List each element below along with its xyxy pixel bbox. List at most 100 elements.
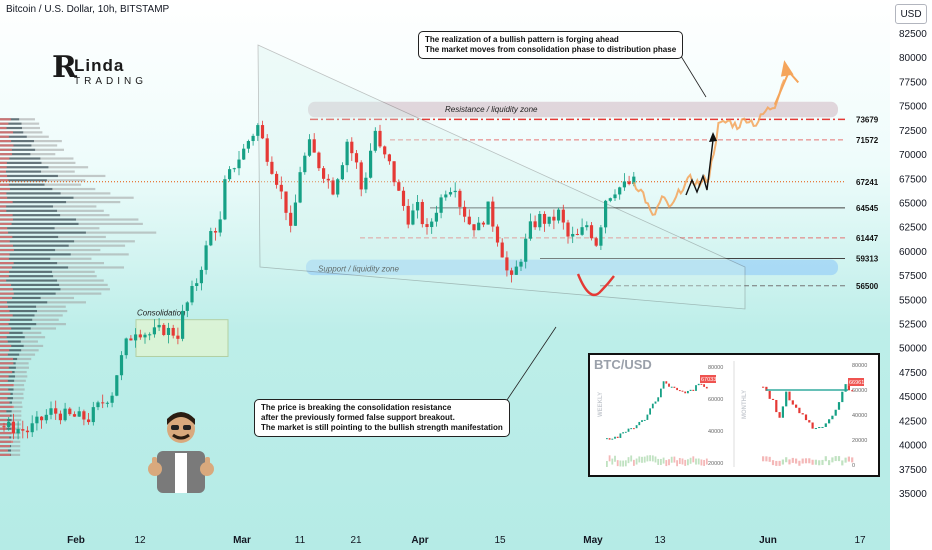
inset-weekly-volume — [670, 456, 673, 463]
inset-monthly-candle — [824, 423, 827, 427]
volume-profile-bar — [0, 209, 7, 212]
volume-profile-bar — [0, 262, 58, 265]
candle — [608, 198, 612, 201]
candle — [91, 407, 95, 423]
volume-profile-bar — [60, 192, 111, 195]
candle — [491, 201, 495, 227]
candle — [345, 141, 349, 166]
candle — [162, 324, 166, 335]
inset-monthly-candle — [798, 407, 801, 414]
inset-weekly-volume — [616, 460, 619, 467]
volume-profile-bar — [0, 288, 13, 291]
volume-profile-bar — [0, 183, 45, 186]
volume-profile-bar — [0, 397, 8, 400]
volume-profile-bar — [0, 153, 13, 156]
x-tick-label: 21 — [350, 535, 362, 546]
volume-profile-bar — [21, 349, 39, 352]
candle — [30, 423, 34, 433]
volume-profile-bar — [36, 323, 66, 326]
candle — [604, 200, 608, 228]
inset-monthly-candle — [785, 391, 788, 407]
volume-profile-bar — [11, 431, 21, 435]
inset-monthly-volume — [847, 456, 850, 462]
candle — [157, 324, 161, 328]
candle — [575, 233, 579, 235]
y-tick-label: 55000 — [899, 295, 927, 306]
volume-profile-bar — [14, 379, 26, 382]
inset-monthly-candle — [837, 402, 841, 410]
candle — [547, 216, 551, 224]
volume-profile-bar — [19, 353, 36, 356]
volume-profile-bar — [47, 301, 87, 304]
volume-profile-bar — [0, 314, 35, 317]
candle — [364, 177, 368, 190]
candle — [580, 227, 584, 235]
volume-profile-bar — [0, 262, 14, 265]
symbol-title: Bitcoin / U.S. Dollar, 10h, BITSTAMP — [6, 4, 170, 15]
inset-weekly-tick: 80000 — [708, 365, 723, 371]
candle — [242, 148, 246, 160]
volume-profile-bar — [0, 292, 14, 295]
candle — [566, 222, 570, 237]
candle — [237, 159, 241, 169]
level-label-61447: 61447 — [856, 234, 879, 243]
inset-monthly-candle — [831, 415, 834, 420]
volume-profile-bar — [0, 144, 32, 147]
candle — [463, 206, 467, 217]
volume-profile-bar — [23, 131, 43, 134]
volume-profile-bar — [11, 410, 22, 413]
inset-monthly-volume — [808, 458, 811, 464]
volume-profile-bar — [0, 257, 51, 260]
volume-profile-bar — [0, 414, 10, 417]
inset-monthly-candle — [771, 398, 775, 400]
volume-profile-bar — [60, 288, 110, 291]
volume-profile-bar — [55, 292, 102, 295]
currency-button[interactable]: USD — [895, 4, 927, 24]
inset-weekly-candle — [662, 381, 665, 389]
volume-profile-bar — [0, 157, 10, 160]
y-tick-label: 80000 — [899, 53, 927, 64]
volume-profile-bar — [0, 296, 41, 300]
level-label-71572: 71572 — [856, 136, 879, 145]
volume-profile-bar — [0, 323, 37, 326]
candle — [406, 205, 410, 225]
volume-profile-bar — [0, 214, 61, 217]
volume-profile-bar — [0, 135, 27, 138]
inset-weekly-candle — [678, 390, 681, 392]
volume-profile-bar — [0, 235, 59, 239]
inset-weekly-candle — [627, 428, 630, 432]
volume-profile-bar — [0, 357, 14, 361]
volume-profile-bar — [54, 227, 100, 230]
volume-profile-bar — [11, 440, 21, 443]
projection-arrow-head — [780, 60, 794, 77]
level-label-73679: 73679 — [856, 115, 879, 124]
inset-monthly-candle — [768, 390, 771, 399]
volume-profile-bar — [0, 392, 11, 395]
candle — [54, 408, 58, 414]
resistance-zone-label: Resistance / liquidity zone — [445, 105, 538, 114]
x-tick-label: Apr — [411, 535, 428, 546]
volume-profile-bar — [0, 187, 10, 191]
candle — [166, 327, 171, 335]
candle — [58, 413, 62, 421]
inset-weekly-volume — [700, 459, 703, 466]
inset-monthly-volume — [765, 456, 768, 462]
volume-profile-bar — [0, 231, 86, 234]
volume-profile-bar — [24, 336, 46, 339]
inset-monthly-volume — [785, 457, 788, 463]
volume-profile-bar — [30, 153, 56, 156]
volume-profile-bar — [0, 449, 8, 452]
candle — [500, 242, 504, 258]
volume-profile-bar — [0, 222, 79, 225]
inset-monthly-volume — [824, 456, 827, 462]
inset-monthly-tick: 0 — [852, 463, 855, 469]
candle — [289, 212, 293, 226]
inset-weekly-volume — [673, 456, 676, 463]
volume-profile-bar — [0, 192, 61, 195]
inset-monthly-candle — [762, 386, 765, 388]
candle — [411, 210, 415, 225]
candle — [599, 227, 603, 246]
inset-monthly-volume — [828, 460, 831, 466]
top-annotation: The realization of a bullish pattern is … — [418, 31, 684, 59]
